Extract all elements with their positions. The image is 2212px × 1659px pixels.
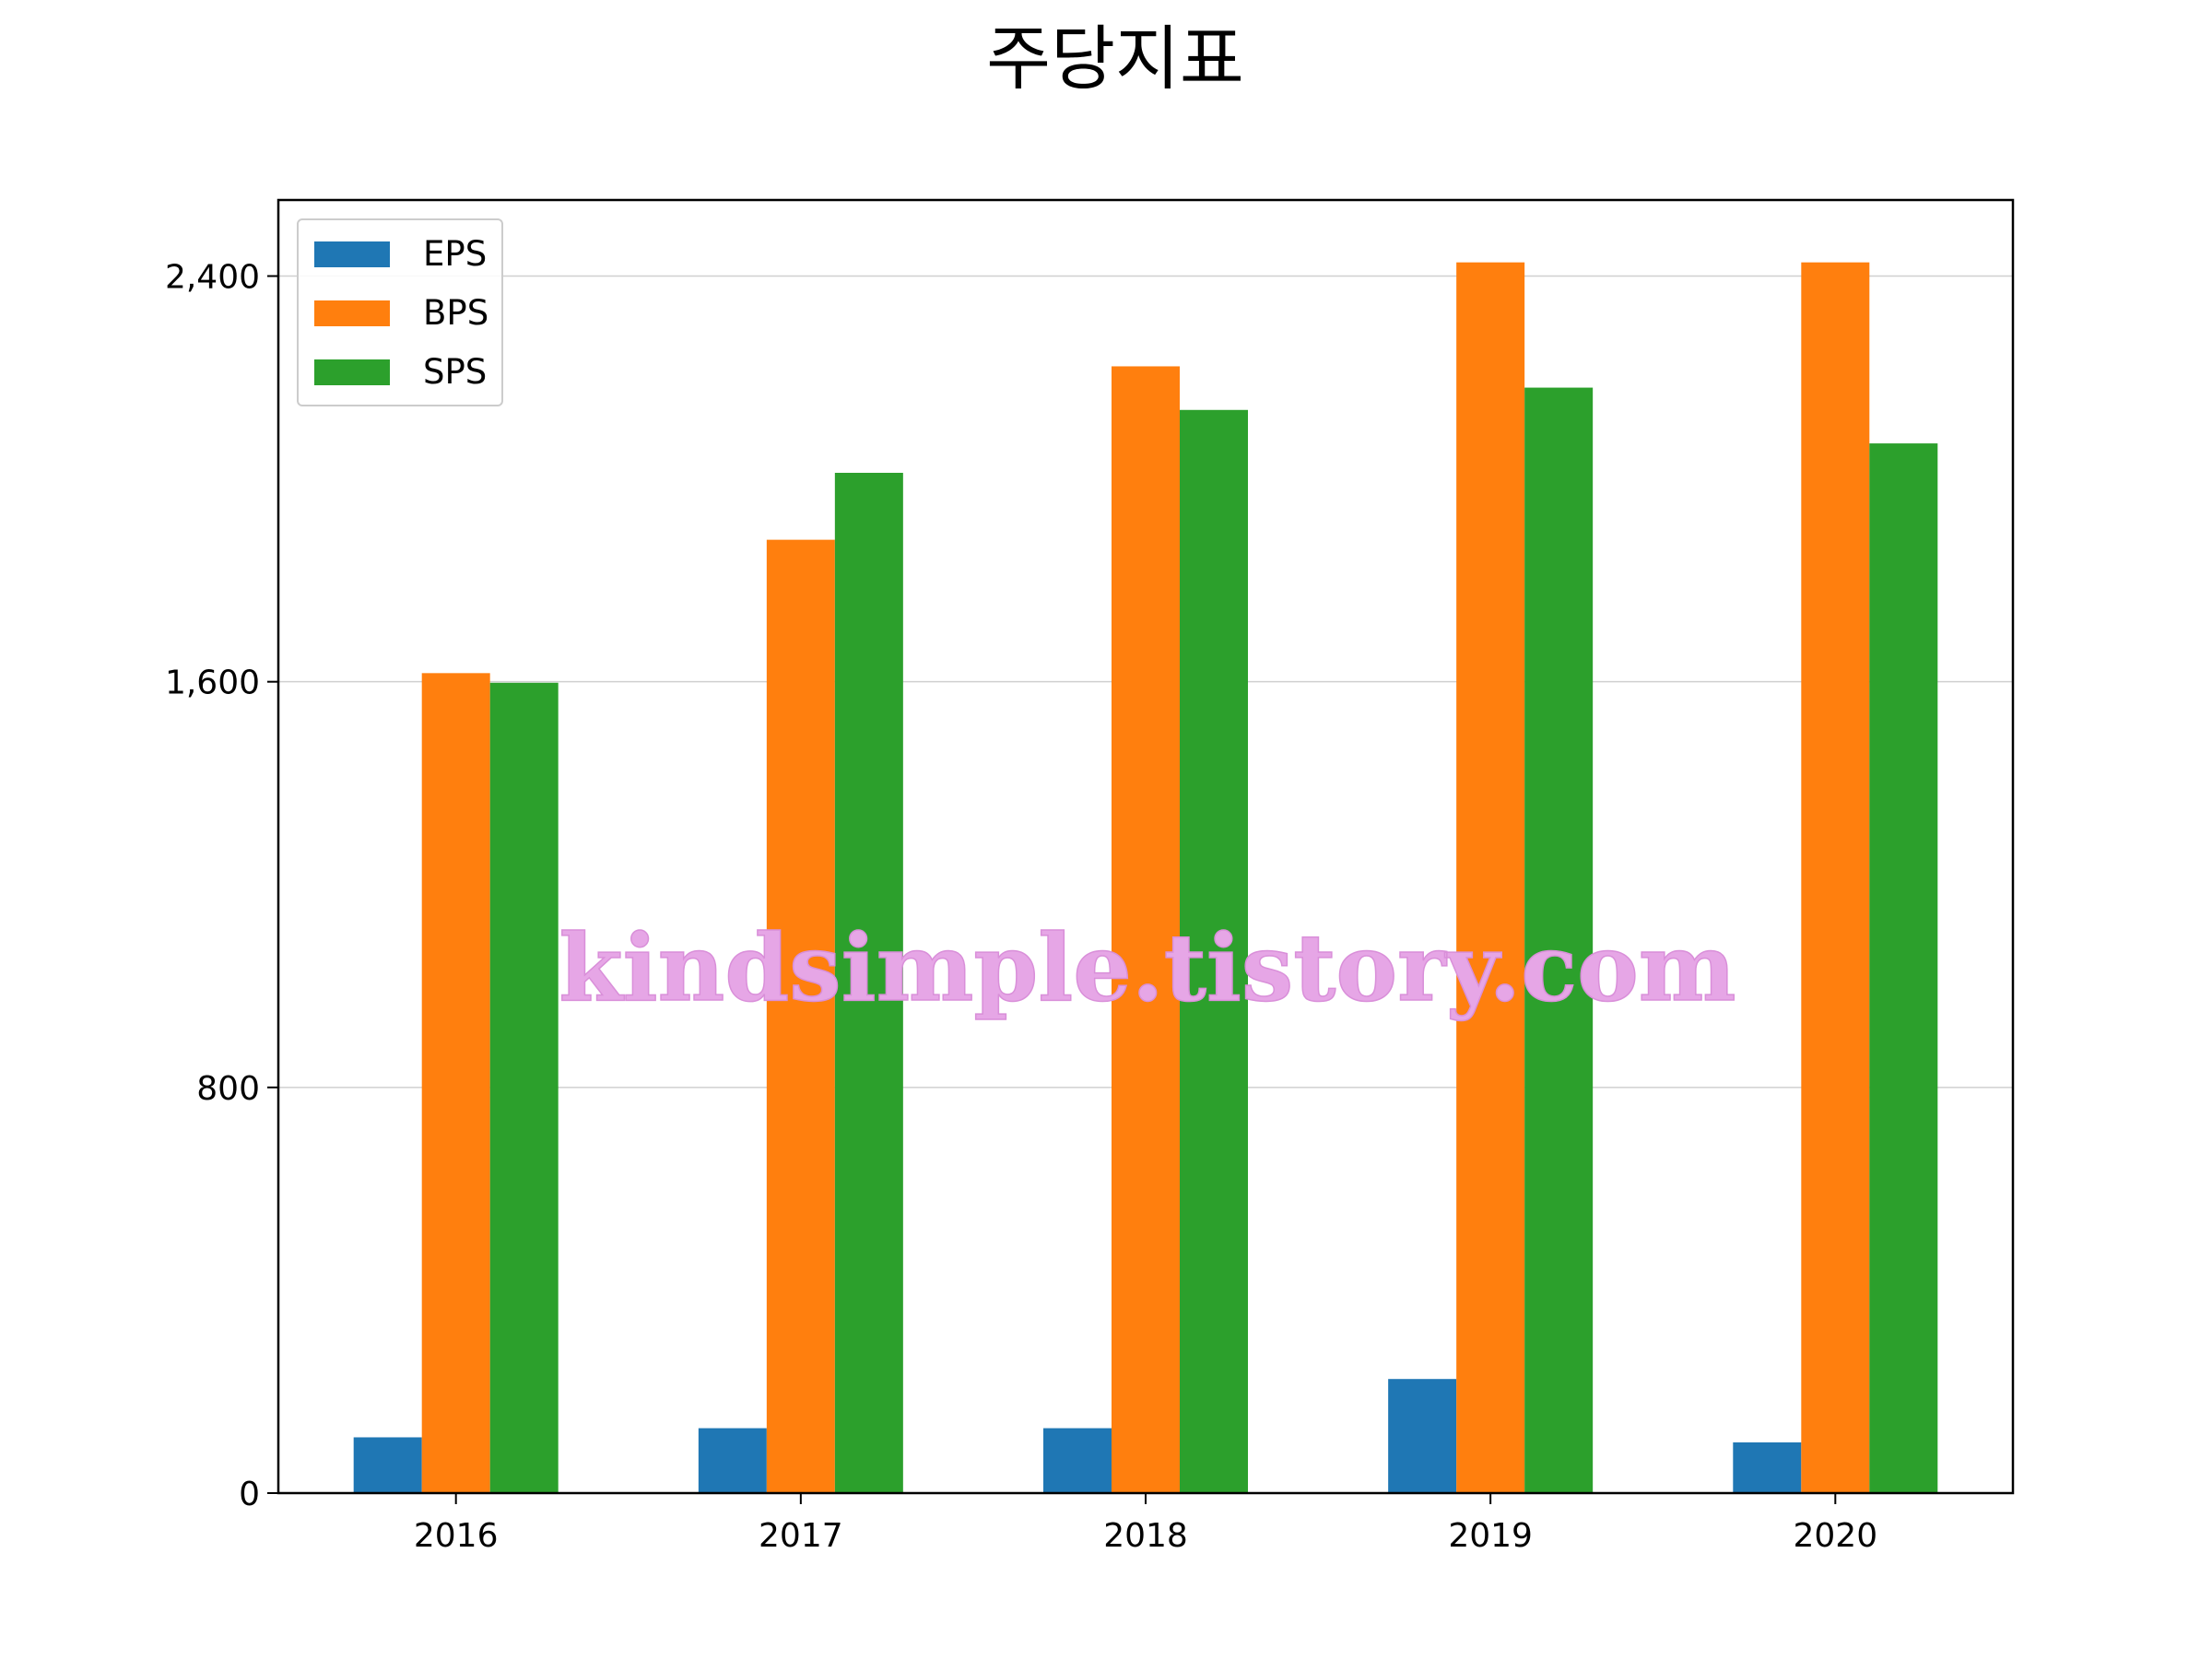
x-tick-label-3: 2019: [1448, 1517, 1533, 1555]
legend-swatch-bps: [314, 300, 390, 326]
axes-ticks: 0 800 1,600 2,400 2016 2017 2018 2019 2020: [165, 259, 1877, 1555]
x-tick-label-0: 2016: [414, 1517, 499, 1555]
bar-bps-2018: [1112, 366, 1180, 1493]
bar-sps-2020: [1869, 443, 1938, 1493]
bar-eps-2020: [1733, 1441, 1802, 1493]
y-tick-label-1: 800: [196, 1070, 260, 1108]
watermark-text: kindsimple.tistory.com: [559, 913, 1735, 1022]
bar-eps-2019: [1388, 1379, 1457, 1493]
bar-eps-2018: [1043, 1428, 1112, 1493]
bar-sps-2018: [1180, 409, 1248, 1493]
bar-eps-2017: [698, 1428, 767, 1493]
x-tick-label-2: 2018: [1103, 1517, 1188, 1555]
x-tick-label-4: 2020: [1793, 1517, 1877, 1555]
legend-swatch-eps: [314, 241, 390, 267]
bar-eps-2016: [353, 1437, 422, 1493]
y-tick-label-0: 0: [239, 1476, 260, 1513]
bar-sps-2017: [834, 473, 903, 1493]
legend-swatch-sps: [314, 359, 390, 385]
legend-label-bps: BPS: [423, 293, 488, 333]
y-tick-label-2: 1,600: [165, 665, 260, 702]
chart-title: 주당지표: [986, 18, 1244, 100]
bar-sps-2016: [489, 682, 559, 1493]
bar-bps-2017: [766, 539, 835, 1493]
y-tick-label-3: 2,400: [165, 259, 260, 297]
legend-label-sps: SPS: [423, 352, 487, 392]
bar-bps-2020: [1801, 262, 1870, 1494]
legend: EPS BPS SPS: [297, 218, 503, 406]
x-tick-label-1: 2017: [759, 1517, 843, 1555]
bars: [353, 262, 1938, 1494]
legend-label-eps: EPS: [423, 234, 487, 274]
bar-bps-2019: [1456, 262, 1525, 1494]
bar-bps-2016: [421, 673, 490, 1493]
bar-sps-2019: [1524, 387, 1594, 1494]
